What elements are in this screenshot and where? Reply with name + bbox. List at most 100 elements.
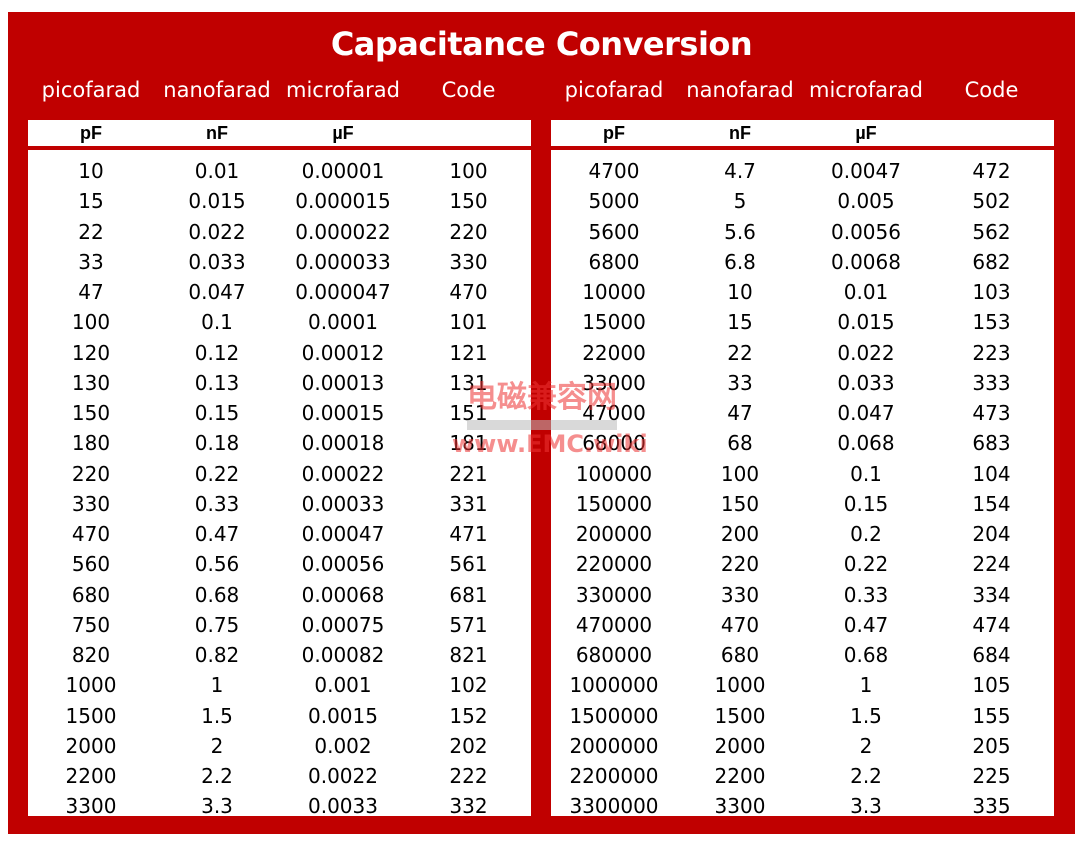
table-row: 15000 15 0.015 153	[551, 307, 1054, 337]
cell-code: 103	[972, 280, 1011, 304]
table-row: 150 0.15 0.00015 151	[28, 398, 531, 428]
cell-nf: 0.13	[194, 370, 240, 395]
table-row: 4700 4.7 0.0047 472	[551, 156, 1054, 186]
cell-pf: 220	[71, 461, 111, 486]
table-row: 10000 10 0.01 103	[551, 277, 1054, 307]
cell-pf: 2000000	[569, 733, 659, 758]
header-microfarad: microfarad	[286, 78, 400, 102]
cell-pf: 1500	[65, 703, 117, 728]
cell-code: 204	[972, 522, 1011, 546]
table-row: 470000 470 0.47 474	[551, 610, 1054, 640]
cell-code: 221	[449, 461, 488, 486]
cell-pf: 3300000	[569, 794, 659, 819]
cell-nf: 2	[210, 733, 224, 758]
cell-code: 502	[972, 189, 1011, 214]
table-row: 820 0.82 0.00082 821	[28, 640, 531, 670]
table-row: 10 0.01 0.00001 100	[28, 156, 531, 186]
table-row: 1500000 1500 1.5 155	[551, 701, 1054, 731]
table-row: 200000 200 0.2 204	[551, 519, 1054, 549]
cell-nf: 0.75	[194, 612, 240, 637]
table-row: 100000 100 0.1 104	[551, 459, 1054, 489]
cell-pf: 150000	[575, 491, 653, 516]
cell-uf: 0.0015	[308, 703, 378, 728]
cell-uf: 0.0056	[831, 219, 901, 244]
table-row: 15 0.015 0.000015 150	[28, 186, 531, 216]
table-body: 4700 4.7 0.0047 472 5000 5 0.005 502 5600 5.6 0.00…	[551, 150, 1054, 818]
cell-nf: 1500	[714, 703, 766, 728]
cell-uf: 0.0033	[308, 794, 378, 819]
header-nanofarad: nanofarad	[163, 78, 271, 102]
cell-nf: 10	[727, 280, 753, 304]
table-row: 47 0.047 0.000047 470	[28, 277, 531, 307]
cell-nf: 0.015	[188, 189, 246, 214]
cell-code: 561	[449, 552, 488, 577]
cell-uf: 0.002	[314, 733, 372, 758]
cell-uf: 0.22	[843, 552, 889, 577]
cell-code: 154	[972, 491, 1011, 516]
table-row: 33 0.033 0.000033 330	[28, 247, 531, 277]
cell-code: 150	[449, 189, 488, 214]
cell-nf: 1000	[714, 673, 766, 698]
cell-pf: 33	[78, 249, 104, 274]
cell-uf: 0.015	[837, 310, 895, 335]
header-code: Code	[441, 78, 496, 102]
cell-uf: 0.00018	[301, 431, 385, 456]
cell-nf: 100	[720, 461, 760, 486]
conversion-chart-frame: Capacitance Conversion picofarad nanofar…	[8, 12, 1075, 834]
cell-nf: 1.5	[201, 703, 233, 728]
cell-uf: 0.0001	[308, 310, 378, 335]
cell-uf: 0.000047	[295, 280, 391, 304]
cell-code: 330	[449, 249, 488, 274]
cell-pf: 200000	[575, 522, 653, 546]
cell-code: 682	[972, 249, 1011, 274]
cell-uf: 0.1	[850, 461, 882, 486]
cell-uf: 0.68	[843, 643, 889, 667]
table-row: 6800 6.8 0.0068 682	[551, 247, 1054, 277]
cell-code: 131	[449, 370, 488, 395]
cell-pf: 47	[78, 280, 104, 304]
cell-uf: 0.33	[843, 582, 889, 607]
cell-nf: 0.56	[194, 552, 240, 577]
unit-symbol-header: pF nF µF	[28, 120, 531, 150]
cell-pf: 10000	[582, 280, 646, 304]
table-row: 220000 220 0.22 224	[551, 549, 1054, 579]
cell-nf: 47	[727, 401, 753, 425]
cell-uf: 2	[859, 733, 873, 758]
cell-code: 153	[972, 310, 1011, 335]
right-table: picofarad nanofarad microfarad Code pF n…	[551, 76, 1054, 818]
cell-uf: 0.00056	[301, 552, 385, 577]
table-row: 22 0.022 0.000022 220	[28, 217, 531, 247]
header-picofarad: picofarad	[564, 78, 664, 102]
cell-nf: 22	[727, 340, 753, 365]
cell-code: 101	[449, 310, 488, 335]
cell-pf: 47000	[582, 401, 646, 425]
cell-code: 331	[449, 491, 488, 516]
cell-nf: 2000	[714, 733, 766, 758]
cell-uf: 0.001	[314, 673, 372, 698]
cell-code: 571	[449, 612, 488, 637]
cell-pf: 470000	[575, 612, 653, 637]
cell-nf: 3300	[714, 794, 766, 819]
cell-nf: 2200	[714, 764, 766, 788]
cell-code: 474	[972, 612, 1011, 637]
cell-code: 152	[449, 703, 488, 728]
cell-nf: 3.3	[201, 794, 233, 819]
table-row: 2200000 2200 2.2 225	[551, 761, 1054, 791]
cell-pf: 330000	[575, 582, 653, 607]
cell-code: 151	[449, 401, 488, 425]
left-table: picofarad nanofarad microfarad Code pF n…	[28, 76, 531, 818]
cell-uf: 0.00082	[301, 643, 385, 667]
unit-pf: pF	[80, 123, 102, 143]
cell-nf: 0.12	[194, 340, 240, 365]
cell-uf: 0.033	[837, 370, 895, 395]
cell-code: 334	[972, 582, 1011, 607]
header-code: Code	[964, 78, 1019, 102]
cell-pf: 2000	[65, 733, 117, 758]
cell-code: 102	[449, 673, 488, 698]
cell-uf: 0.15	[843, 491, 889, 516]
cell-uf: 1.5	[850, 703, 882, 728]
table-row: 47000 47 0.047 473	[551, 398, 1054, 428]
cell-nf: 2.2	[201, 764, 233, 788]
table-row: 2200 2.2 0.0022 222	[28, 761, 531, 791]
cell-uf: 0.2	[850, 522, 882, 546]
